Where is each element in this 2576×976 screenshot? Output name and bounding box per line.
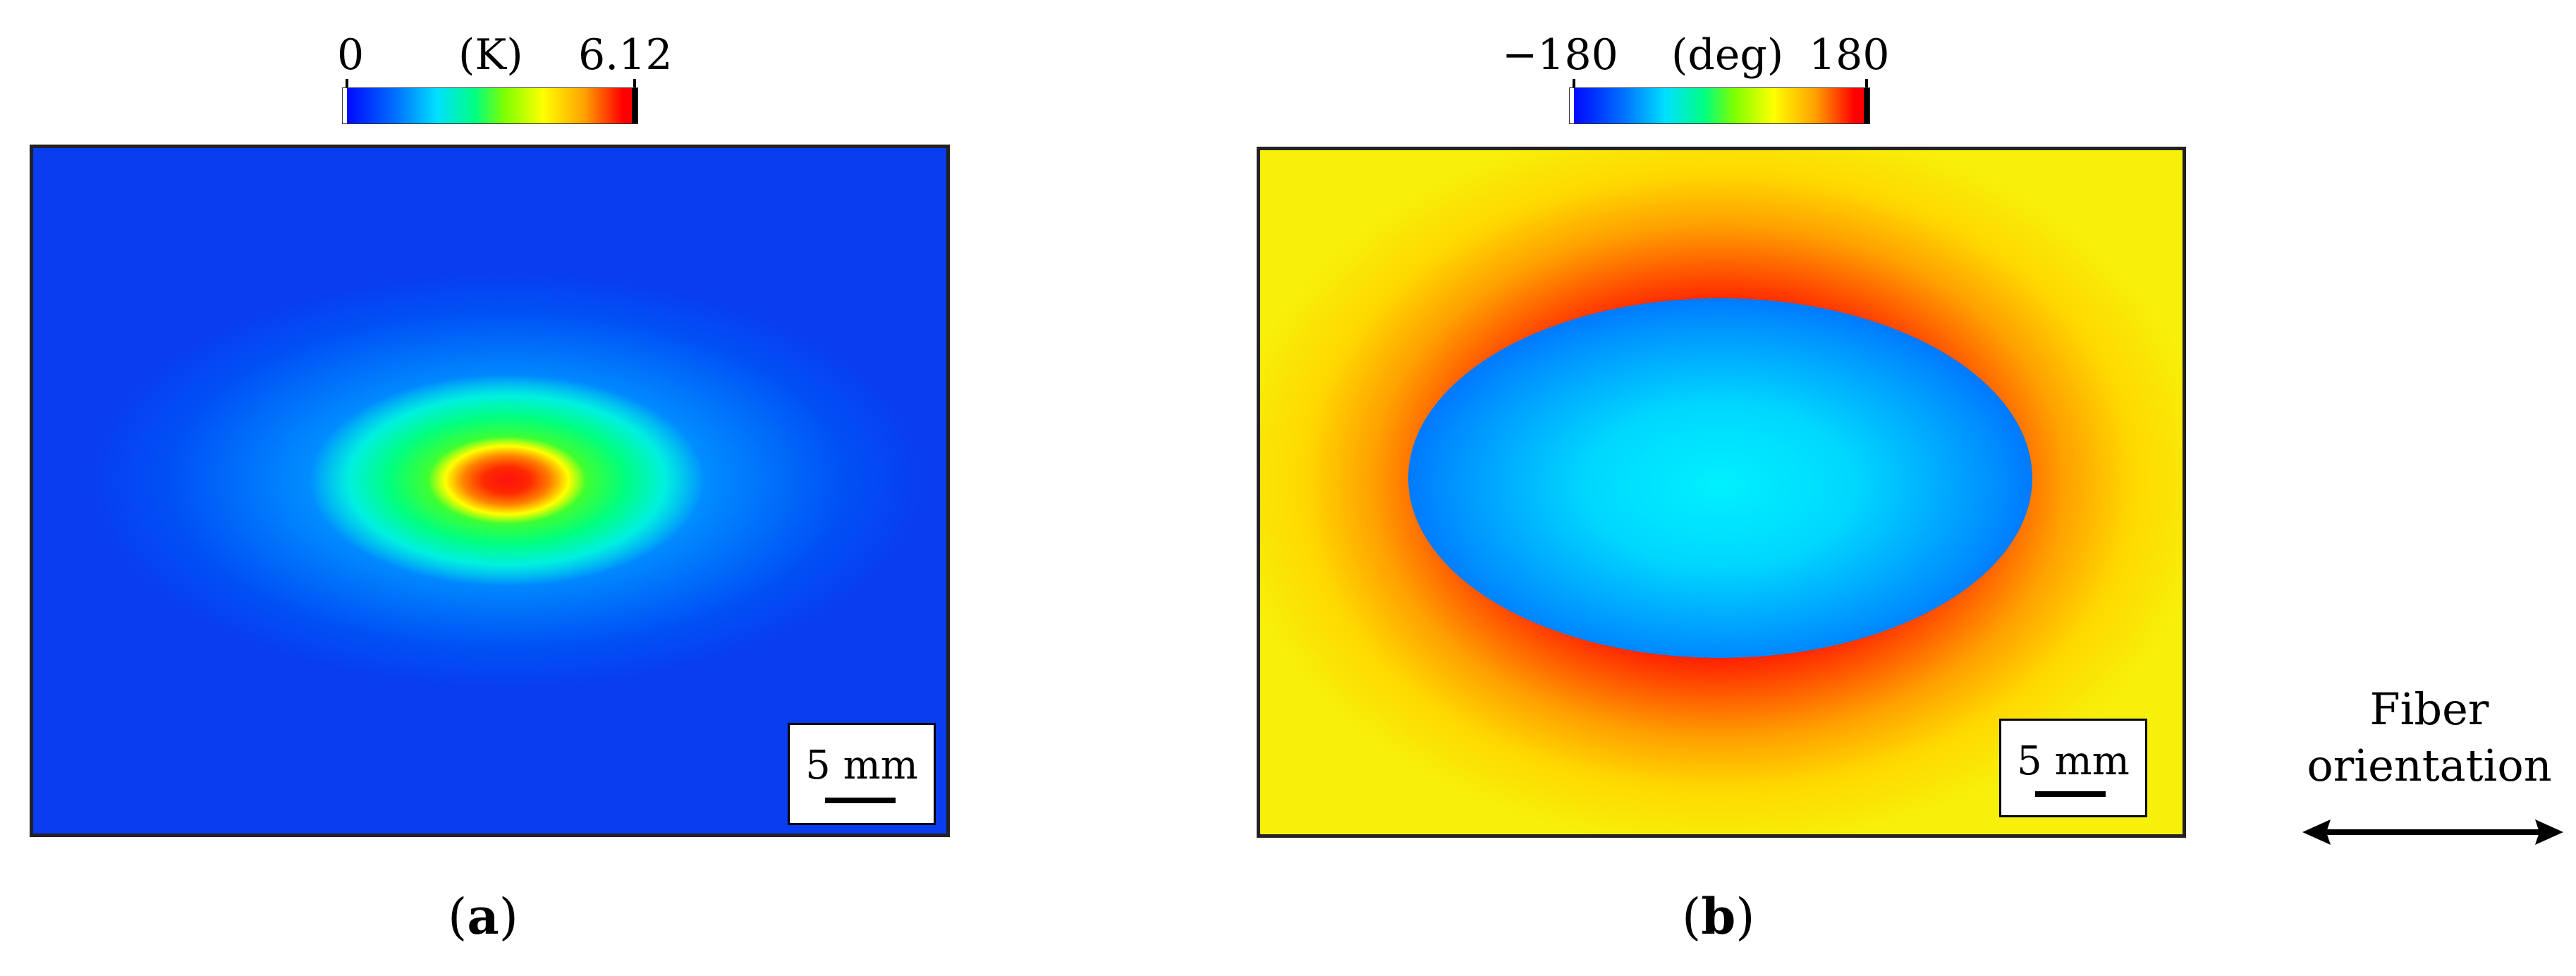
fiber-label-line1: Fiber — [2369, 683, 2489, 735]
colorbar-a-unit-label: (K) — [458, 30, 523, 80]
fiber-label-line2: orientation — [2307, 740, 2552, 791]
fiber-orientation-annotation: Fiber orientation — [2292, 677, 2567, 860]
colorbar-b-max-tick — [1865, 79, 1868, 87]
colorbar-a-max-label: 6.12 — [578, 30, 673, 80]
phase-map: 5 mm — [1257, 147, 2186, 838]
colorbar-b-max-label: 180 — [1809, 30, 1890, 80]
colorbar-a-min-tick — [346, 79, 348, 87]
scale-label-a: 5 mm — [805, 743, 918, 788]
colorbar-a-max-tick — [633, 79, 636, 87]
colorbar-b-min-label: −180 — [1502, 30, 1618, 80]
scale-bar-a — [825, 798, 896, 803]
panel-b: −180 (deg) 180 5 mm (b) — [1255, 0, 2193, 976]
colorbar-b-min-tick — [1573, 79, 1575, 87]
colorbar-a-min-label: 0 — [337, 30, 365, 80]
colorbar-b-gradient — [1569, 87, 1870, 124]
panel-label-b: (b) — [1682, 887, 1755, 946]
temperature-map: 5 mm — [30, 145, 950, 837]
panel-label-a: (a) — [448, 887, 518, 946]
colorbar-a-gradient — [342, 87, 638, 124]
double-headed-arrow-icon — [2302, 819, 2563, 845]
phase-wrapped-region — [1408, 298, 2032, 658]
scale-bar-b — [2035, 791, 2106, 797]
colorbar-b-unit-label: (deg) — [1671, 30, 1784, 80]
scale-box-a: 5 mm — [788, 723, 936, 825]
scale-box-b: 5 mm — [1999, 719, 2147, 817]
scale-label-b: 5 mm — [2017, 738, 2130, 784]
panel-a: 0 (K) 6.12 5 mm (a) — [28, 0, 952, 976]
